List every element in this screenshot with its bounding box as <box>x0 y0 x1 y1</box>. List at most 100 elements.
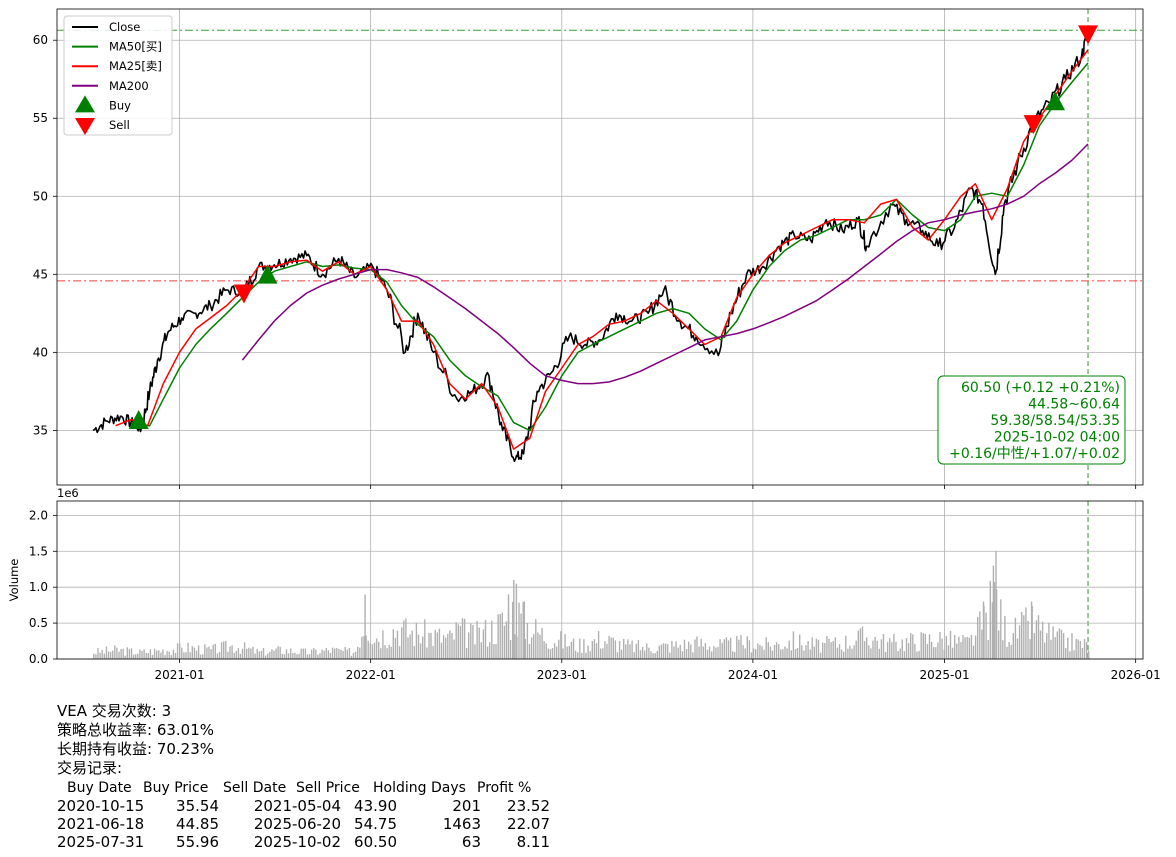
volume-bar <box>388 644 390 659</box>
info-box-line: 59.38/58.54/53.35 <box>990 413 1120 429</box>
volume-bar <box>939 631 941 659</box>
volume-bar <box>378 641 380 659</box>
volume-bar <box>912 634 914 659</box>
volume-bar <box>574 650 577 659</box>
volume-bar <box>977 616 979 659</box>
volume-bar <box>543 641 545 659</box>
volume-bar <box>514 634 516 659</box>
trade-cell: 8.11 <box>516 833 550 851</box>
volume-bar <box>166 651 168 659</box>
column-header: Sell Price <box>296 780 360 796</box>
volume-bar <box>380 648 382 659</box>
volume-bar <box>382 630 384 659</box>
volume-bar <box>962 635 964 659</box>
volume-bar <box>476 620 478 659</box>
volume-bar <box>734 652 736 659</box>
price-ytick-label: 50 <box>33 189 48 203</box>
volume-bar <box>243 642 246 659</box>
trade-cell: 2020-10-15 <box>57 797 145 815</box>
volume-bar <box>197 645 200 659</box>
volume-bar <box>832 641 834 659</box>
volume-bar <box>922 633 924 659</box>
volume-bar <box>1027 621 1029 659</box>
volume-bar <box>319 653 321 659</box>
volume-bar <box>1067 637 1069 659</box>
volume-bar <box>752 648 755 659</box>
volume-bar <box>775 642 778 659</box>
volume-bar <box>537 632 539 659</box>
sell-marker <box>233 284 254 304</box>
volume-bar <box>1014 617 1017 659</box>
volume-bar <box>819 652 822 659</box>
x-tick-label: 2022-01 <box>346 668 396 682</box>
volume-bar <box>386 648 388 659</box>
volume-bar <box>799 634 801 659</box>
volume-bar-peak <box>992 565 995 659</box>
volume-bar <box>614 640 617 659</box>
volume-bar <box>315 649 317 659</box>
volume-bar <box>225 640 227 659</box>
volume-bar <box>679 644 681 659</box>
volume-bar <box>1077 639 1079 659</box>
volume-bar <box>688 641 690 659</box>
volume-bar <box>884 651 887 659</box>
volume-bar <box>796 648 799 659</box>
trade-table: Buy Date Buy Price Sell Date Sell Price Hold… <box>57 779 557 851</box>
volume-bar <box>562 648 564 659</box>
volume-bar <box>746 636 748 659</box>
volume-bar <box>694 639 696 659</box>
volume-bar <box>214 643 216 659</box>
volume-bar <box>886 641 889 659</box>
volume-bar <box>132 654 135 659</box>
volume-bar <box>287 653 290 659</box>
column-header: Profit % <box>477 780 532 796</box>
info-box-line: 60.50 (+0.12 +0.21%) <box>961 380 1120 396</box>
volume-bar <box>1008 642 1010 659</box>
volume-bar <box>639 650 642 659</box>
volume-bar <box>876 640 878 659</box>
volume-bar <box>176 643 179 659</box>
volume-bar <box>107 651 110 659</box>
legend-label: MA25[卖] <box>109 59 162 73</box>
volume-bar <box>112 650 114 659</box>
trade-records-title: 交易记录: <box>57 759 123 777</box>
volume-bar <box>277 646 279 659</box>
x-tick-label: 2026-01 <box>1111 668 1161 682</box>
volume-bar <box>949 630 952 659</box>
volume-bar <box>311 649 313 659</box>
volume-bar <box>870 648 872 659</box>
volume-bar <box>790 650 792 659</box>
volume-bar <box>367 640 369 659</box>
volume-bar <box>191 646 193 659</box>
volume-bar <box>803 650 805 659</box>
volume-bar <box>545 643 547 659</box>
volume-bar <box>897 651 899 659</box>
volume-bar <box>849 645 851 659</box>
volume-bar <box>960 642 962 659</box>
volume-bar <box>237 647 240 659</box>
volume-bar <box>899 648 901 659</box>
volume-bar <box>331 647 334 659</box>
volume-bar <box>300 648 302 659</box>
volume-bar <box>579 638 581 659</box>
volume-bar <box>451 632 453 659</box>
volume-bar <box>290 648 292 659</box>
trade-row: 2025-07-31 55.96 2025-10-02 60.50 63 8.11 <box>57 833 557 851</box>
volume-bar <box>1046 633 1048 659</box>
volume-bar <box>826 636 828 659</box>
volume-bar <box>968 637 970 659</box>
volume-bar <box>736 636 738 659</box>
volume-bar <box>547 648 549 659</box>
volume-bar <box>673 646 675 659</box>
volume-bar <box>145 653 147 659</box>
volume-bar <box>817 639 820 659</box>
volume-bar <box>627 639 629 659</box>
volume-bar <box>262 648 265 659</box>
volume-bar <box>811 637 813 659</box>
volume-bar <box>101 650 103 659</box>
volume-bar <box>935 647 937 659</box>
volume-bar <box>499 614 501 659</box>
volume-bar <box>252 646 254 659</box>
volume-bar <box>327 650 330 659</box>
volume-bar <box>972 645 975 659</box>
